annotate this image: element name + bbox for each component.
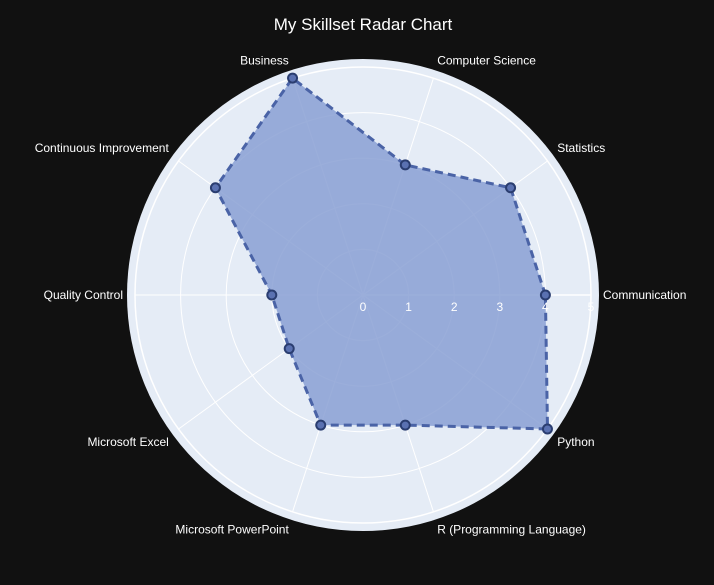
data-point-quality-control [266, 289, 278, 301]
axis-label-computer-science: Computer Science [437, 54, 536, 68]
series-skillset [209, 72, 553, 435]
axis-label-microsoft-excel: Microsoft Excel [87, 435, 168, 449]
axis-label-communication: Communication [603, 288, 686, 302]
data-point-communication [539, 289, 551, 301]
data-point-microsoft-excel [283, 343, 295, 355]
chart-title: My Skillset Radar Chart [274, 15, 453, 34]
data-point-python [541, 423, 553, 435]
axis-label-quality-control: Quality Control [44, 288, 123, 302]
data-point-r-programming-language [399, 419, 411, 431]
axis-label-r-programming-language: R (Programming Language) [437, 522, 586, 536]
axis-label-microsoft-powerpoint: Microsoft PowerPoint [175, 522, 289, 536]
angular-axis-labels: Communication Statistics Computer Science B… [35, 54, 687, 537]
radial-tick-label: 3 [496, 300, 503, 314]
axis-label-statistics: Statistics [557, 141, 605, 155]
axis-label-business: Business [240, 54, 289, 68]
radial-tick-label: 2 [451, 300, 458, 314]
data-point-business [287, 72, 299, 84]
data-point-computer-science [399, 159, 411, 171]
data-point-statistics [505, 182, 517, 194]
radial-tick-label: 0 [360, 300, 367, 314]
radial-tick-label: 1 [405, 300, 412, 314]
radial-tick-label: 5 [588, 300, 595, 314]
axis-label-continuous-improvement: Continuous Improvement [35, 141, 170, 155]
radial-tick-labels: 0 1 2 3 4 5 [360, 300, 595, 314]
data-point-continuous-improvement [209, 182, 221, 194]
data-point-microsoft-powerpoint [315, 419, 327, 431]
axis-label-python: Python [557, 435, 594, 449]
radial-tick-label: 4 [542, 300, 549, 314]
